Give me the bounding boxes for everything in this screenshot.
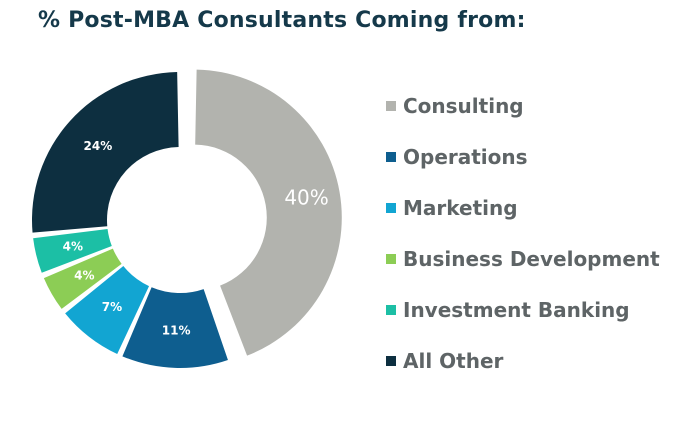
slice-business-development <box>43 248 122 309</box>
slice-all-other <box>32 72 179 233</box>
chart-title: % Post-MBA Consultants Coming from: <box>38 8 526 33</box>
legend-label: Consulting <box>403 93 524 118</box>
slice-investment-banking <box>33 229 112 273</box>
slice-label-operations: 11% <box>162 323 191 337</box>
legend-item-consulting: Consulting <box>386 80 660 131</box>
legend-label: Marketing <box>403 195 518 220</box>
slice-marketing <box>65 266 150 355</box>
legend-swatch <box>386 253 396 264</box>
slice-consulting <box>195 69 342 356</box>
legend-label: Investment Banking <box>403 297 630 322</box>
legend-swatch <box>386 202 396 213</box>
legend-item-marketing: Marketing <box>386 182 660 233</box>
slice-operations <box>122 287 228 368</box>
legend-item-investment-banking: Investment Banking <box>386 284 660 335</box>
legend-item-all-other: All Other <box>386 335 660 386</box>
legend-label: Business Development <box>403 246 660 271</box>
slice-label-consulting: 40% <box>284 186 328 210</box>
slice-label-business-development: 4% <box>74 268 94 282</box>
slice-label-investment-banking: 4% <box>63 240 83 254</box>
legend-swatch <box>386 304 396 315</box>
slice-label-all-other: 24% <box>84 139 113 153</box>
legend-swatch <box>386 151 396 162</box>
legend-item-operations: Operations <box>386 131 660 182</box>
chart-legend: Consulting Operations Marketing Business De… <box>386 80 660 386</box>
legend-label: All Other <box>403 348 504 373</box>
slice-label-marketing: 7% <box>102 300 122 314</box>
legend-swatch <box>386 355 396 366</box>
legend-label: Operations <box>403 144 528 169</box>
legend-item-business-development: Business Development <box>386 233 660 284</box>
legend-swatch <box>386 100 396 111</box>
